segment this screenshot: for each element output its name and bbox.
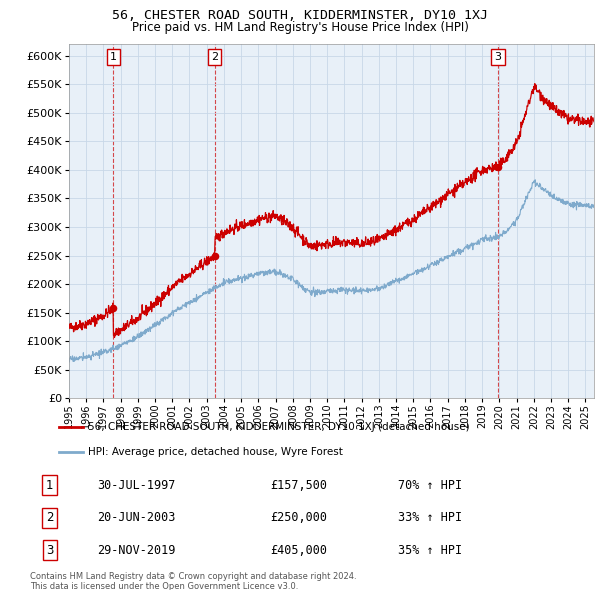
Text: 3: 3 — [46, 543, 53, 557]
Text: 56, CHESTER ROAD SOUTH, KIDDERMINSTER, DY10 1XJ: 56, CHESTER ROAD SOUTH, KIDDERMINSTER, D… — [112, 9, 488, 22]
Text: HPI: Average price, detached house, Wyre Forest: HPI: Average price, detached house, Wyre… — [89, 447, 343, 457]
Point — [210, 251, 220, 260]
Text: 33% ↑ HPI: 33% ↑ HPI — [398, 511, 463, 525]
Text: 3: 3 — [494, 53, 502, 63]
Text: Price paid vs. HM Land Registry's House Price Index (HPI): Price paid vs. HM Land Registry's House … — [131, 21, 469, 34]
Text: 20-JUN-2003: 20-JUN-2003 — [97, 511, 175, 525]
Text: £405,000: £405,000 — [270, 543, 327, 557]
Text: 70% ↑ HPI: 70% ↑ HPI — [398, 478, 463, 492]
Point — [109, 304, 118, 313]
Text: 29-NOV-2019: 29-NOV-2019 — [97, 543, 175, 557]
Text: 30-JUL-1997: 30-JUL-1997 — [97, 478, 175, 492]
Text: Contains HM Land Registry data © Crown copyright and database right 2024.: Contains HM Land Registry data © Crown c… — [30, 572, 356, 581]
Text: This data is licensed under the Open Government Licence v3.0.: This data is licensed under the Open Gov… — [30, 582, 298, 590]
Text: 56, CHESTER ROAD SOUTH, KIDDERMINSTER, DY10 1XJ (detached house): 56, CHESTER ROAD SOUTH, KIDDERMINSTER, D… — [89, 422, 470, 432]
Text: 1: 1 — [110, 53, 117, 63]
Text: 35% ↑ HPI: 35% ↑ HPI — [398, 543, 463, 557]
Text: £250,000: £250,000 — [270, 511, 327, 525]
Point — [493, 162, 503, 172]
Text: 2: 2 — [46, 511, 53, 525]
Text: £157,500: £157,500 — [270, 478, 327, 492]
Text: 1: 1 — [46, 478, 53, 492]
Text: 2: 2 — [211, 53, 218, 63]
